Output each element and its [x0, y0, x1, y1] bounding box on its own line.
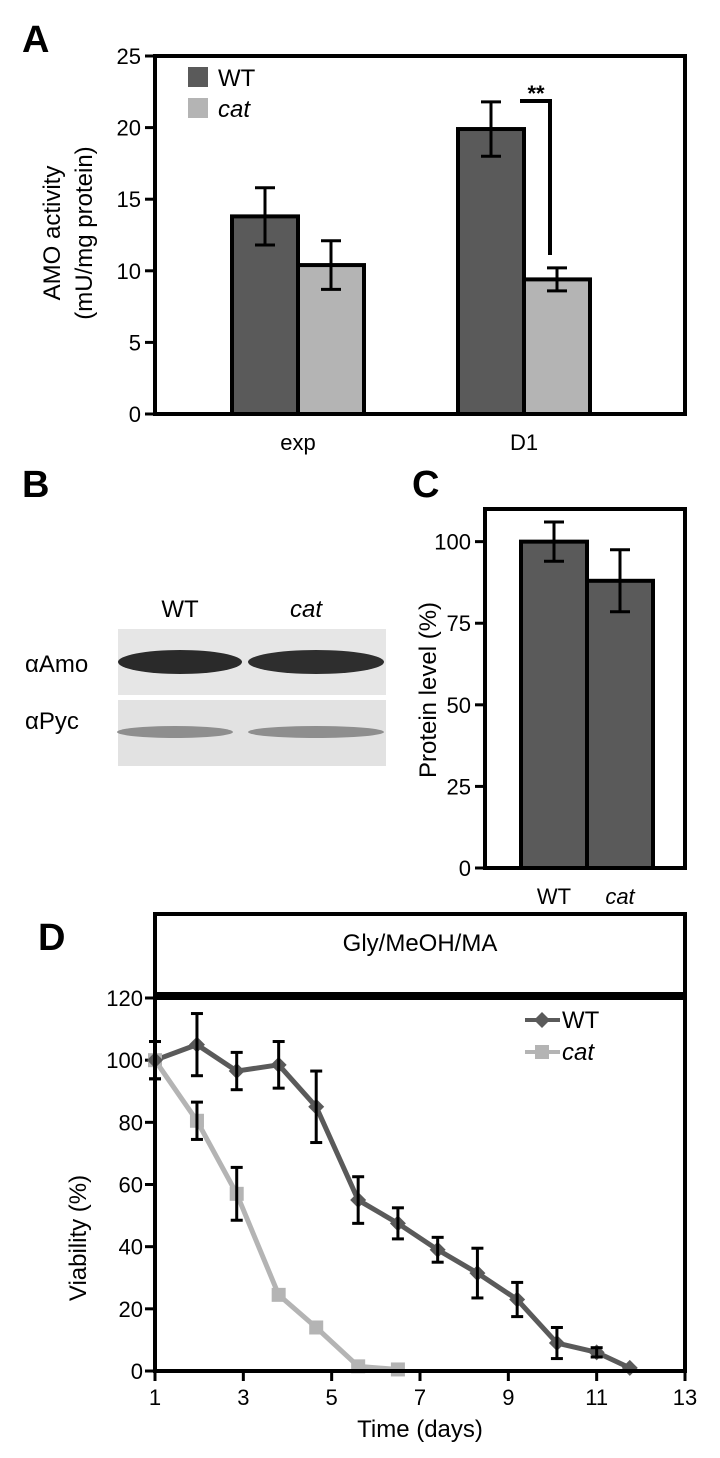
- panel-a-xtick-label: D1: [510, 430, 538, 455]
- panel-d-xtick-label: 7: [414, 1385, 426, 1410]
- blot-band-amo-cat: [248, 650, 384, 674]
- panel-c-ytick-label: 75: [447, 611, 471, 636]
- panel-letter-b: B: [22, 464, 49, 506]
- significance-stars: **: [527, 81, 545, 106]
- legend-marker-cat: [535, 1045, 549, 1059]
- panel-a: A AMO activity (mU/mg protein) 0 5 10 15 20 2…: [22, 19, 687, 455]
- panel-c: C Protein level (%) 0 25 50 75 100 WT cat: [412, 464, 687, 909]
- panel-c-xtick-label: cat: [605, 884, 635, 909]
- panel-d-ytick-label: 80: [119, 1110, 143, 1135]
- panel-letter-d: D: [38, 917, 65, 959]
- series-line-wt: [154, 1042, 631, 1371]
- bar-cat-d1: [522, 277, 592, 416]
- panel-d-ytick-label: 40: [119, 1235, 143, 1260]
- condition-header-box: [153, 912, 687, 996]
- data-point-cat: [309, 1320, 324, 1335]
- panel-c-ytick-label: 25: [447, 774, 471, 799]
- legend-swatch-wt: [188, 67, 208, 87]
- panel-c-ylabel: Protein level (%): [415, 602, 442, 778]
- panel-c-xtick-label: WT: [537, 884, 571, 909]
- legend-label-cat-d: cat: [562, 1039, 595, 1066]
- panel-d-ytick-label: 120: [106, 986, 143, 1011]
- data-point-wt: [621, 1359, 638, 1376]
- significance-bracket: [520, 99, 552, 255]
- panel-a-ytick-label: 25: [117, 44, 141, 69]
- panel-d: D Gly/MeOH/MA Viability (%) Time (days) …: [38, 912, 697, 1443]
- panel-d-xtick-label: 3: [237, 1385, 249, 1410]
- panel-d-ytick-label: 60: [119, 1173, 143, 1198]
- panel-d-ylabel: Viability (%): [65, 1175, 92, 1301]
- blot-band-amo-wt: [118, 650, 242, 674]
- panel-a-ytick-label: 0: [129, 402, 141, 427]
- panel-d-legend: WT cat: [525, 1007, 600, 1066]
- panel-a-ytick-label: 5: [129, 330, 141, 355]
- legend-swatch-cat: [188, 98, 208, 118]
- panel-d-xtick-label: 11: [585, 1385, 608, 1410]
- panel-a-xtick-label: exp: [280, 430, 315, 455]
- panel-letter-a: A: [22, 19, 49, 61]
- panel-a-ylabel-line1: AMO activity: [39, 166, 66, 301]
- panel-c-plot-frame: [483, 507, 687, 870]
- blot-band-pyc-wt: [117, 726, 233, 738]
- series-line-cat: [152, 1058, 399, 1372]
- legend-marker-wt: [534, 1012, 550, 1028]
- panel-c-ytick-label: 100: [434, 530, 471, 555]
- bar-wt-d1: [456, 127, 526, 416]
- panel-a-ytick-label: 15: [117, 187, 141, 212]
- legend-label-cat: cat: [218, 96, 251, 123]
- panel-d-ytick-label: 0: [131, 1359, 143, 1384]
- panel-d-xtick-label: 5: [326, 1385, 338, 1410]
- panel-c-ytick-label: 50: [447, 693, 471, 718]
- panel-d-plot-frame: [153, 996, 687, 1373]
- panel-a-ytick-label: 20: [117, 116, 141, 141]
- panel-letter-c: C: [412, 464, 439, 506]
- blot-lane-label-cat: cat: [290, 596, 323, 623]
- blot-lane-label-wt: WT: [161, 596, 199, 623]
- panel-a-ytick-label: 10: [117, 259, 141, 284]
- panel-a-plot-frame: [153, 54, 687, 416]
- condition-header-label: Gly/MeOH/MA: [343, 930, 498, 957]
- blot-row-label-amo: αAmo: [25, 651, 88, 678]
- legend-label-wt: WT: [218, 65, 256, 92]
- panel-d-ytick-label: 20: [119, 1297, 143, 1322]
- panel-d-ytick-label: 100: [106, 1048, 143, 1073]
- data-point-cat: [271, 1287, 286, 1302]
- bar-protein-cat: [585, 578, 655, 870]
- panel-d-xtick-label: 1: [149, 1385, 161, 1410]
- panel-d-xtick-label: 13: [673, 1385, 697, 1410]
- blot-row-label-pyc: αPyc: [25, 708, 79, 735]
- panel-c-ytick-label: 0: [459, 856, 471, 881]
- panel-a-ylabel-line2: (mU/mg protein): [71, 146, 98, 319]
- bar-protein-wt: [519, 539, 589, 870]
- panel-b: B WT cat αAmo αPyc: [22, 464, 386, 766]
- panel-d-xlabel: Time (days): [357, 1416, 483, 1443]
- panel-d-xtick-label: 9: [502, 1385, 514, 1410]
- legend-label-wt-d: WT: [562, 1007, 600, 1034]
- blot-band-pyc-cat: [248, 726, 384, 738]
